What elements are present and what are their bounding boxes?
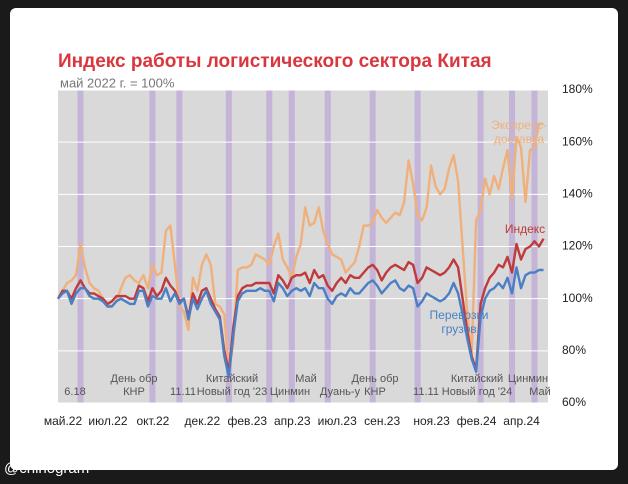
series-label: Экспресс-доставка (491, 118, 547, 146)
annotation: 11.11 (170, 386, 196, 398)
annotation: Цинмин (507, 373, 549, 385)
x-tick-label: ноя.23 (413, 414, 450, 428)
x-tick-label: апр.23 (274, 414, 311, 428)
y-tick-label: 180% (562, 82, 593, 96)
x-tick-label: июл.22 (88, 414, 127, 428)
annotation: 11.11 (413, 386, 439, 398)
x-tick-label: апр.24 (503, 414, 540, 428)
series-line (56, 122, 544, 373)
series-label: Индекс (504, 222, 546, 236)
annotation: День обр КНР (351, 373, 399, 398)
y-tick-label: 80% (562, 343, 586, 357)
series-label: Перевозки грузов (429, 308, 489, 336)
y-tick-label: 120% (562, 239, 593, 253)
x-tick-label: окт.22 (136, 414, 169, 428)
series-line (57, 266, 544, 379)
series-line (56, 238, 545, 373)
annotation: Цинмин (269, 386, 311, 398)
annotation: 6.18 (64, 386, 86, 398)
y-tick-label: 140% (562, 187, 593, 201)
x-tick-label: фев.23 (228, 414, 268, 428)
x-tick-label: сен.23 (364, 414, 400, 428)
annotation: Май (295, 373, 317, 385)
y-tick-label: 60% (562, 395, 586, 409)
annotation: Китайский Новый год '24 (441, 373, 513, 398)
annotation: Май (529, 386, 551, 398)
watermark: @chinogram (4, 460, 90, 477)
annotation: Дуань-у (319, 386, 361, 398)
y-tick-label: 160% (562, 134, 593, 148)
annotation: Китайский Новый год '23 (196, 373, 268, 398)
x-tick-label: июл.23 (318, 414, 357, 428)
x-tick-label: фев.24 (457, 414, 497, 428)
annotation: День обр КНР (110, 373, 158, 398)
x-tick-label: дек.22 (185, 414, 221, 428)
y-tick-label: 100% (562, 291, 593, 305)
subtitle: май 2022 г. = 100% (60, 75, 175, 90)
chart-title: Индекс работы логистического сектора Кит… (58, 51, 492, 72)
x-tick-label: май.22 (44, 414, 83, 428)
